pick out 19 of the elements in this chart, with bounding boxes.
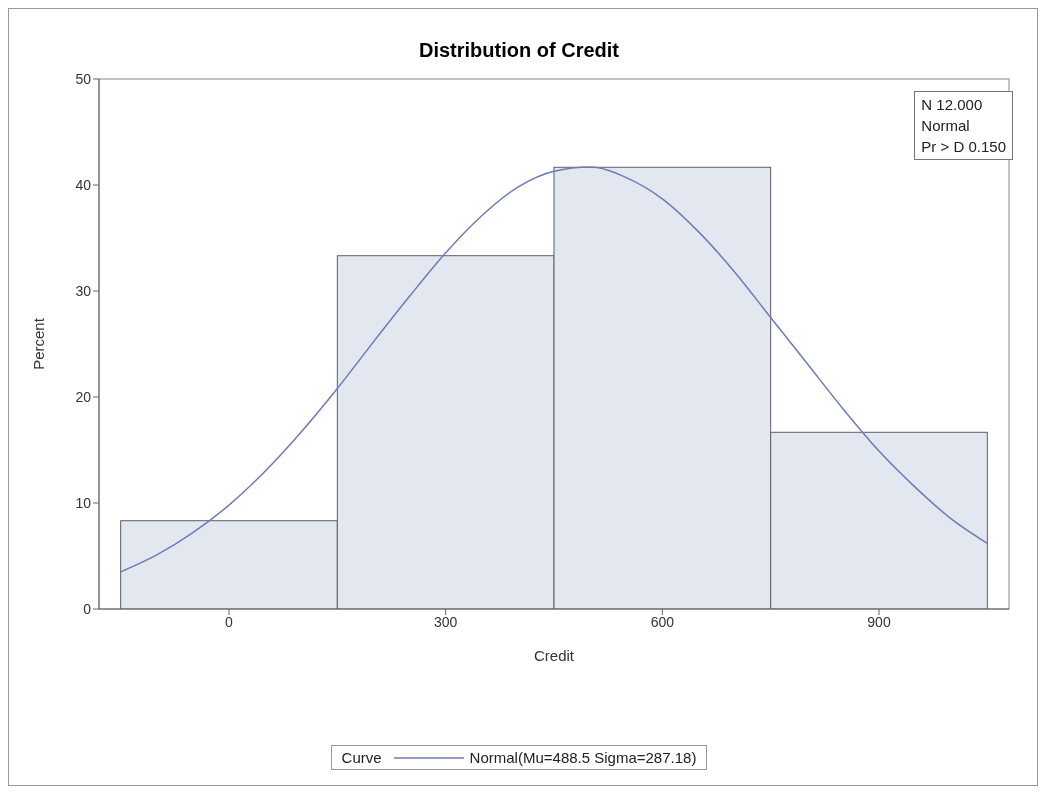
- annotation: Pr > D 0.150: [921, 137, 1006, 157]
- x-tick-label: 900: [867, 613, 891, 630]
- x-axis-title: Credit: [533, 647, 575, 664]
- y-tick-label: 50: [75, 70, 92, 87]
- annotation: Normal: [921, 116, 971, 136]
- y-axis-title: Percent: [30, 317, 48, 370]
- annotation: N 12.000: [921, 95, 984, 115]
- legend-title: Curve: [341, 749, 382, 766]
- x-tick-label: 600: [650, 613, 675, 630]
- y-tick-label: 0: [83, 600, 92, 617]
- x-tick-label: 0: [225, 613, 234, 630]
- y-tick-label: 40: [75, 176, 92, 193]
- y-tick-label: 10: [75, 494, 92, 511]
- y-tick-label: 30: [75, 282, 92, 299]
- line-series: [119, 166, 989, 573]
- legend-label: Normal(Mu=488.5 Sigma=287.18): [469, 749, 697, 766]
- chart-title: Distribution of Credit: [418, 39, 620, 62]
- x-tick-label: 300: [433, 613, 458, 630]
- y-tick-label: 20: [75, 388, 92, 405]
